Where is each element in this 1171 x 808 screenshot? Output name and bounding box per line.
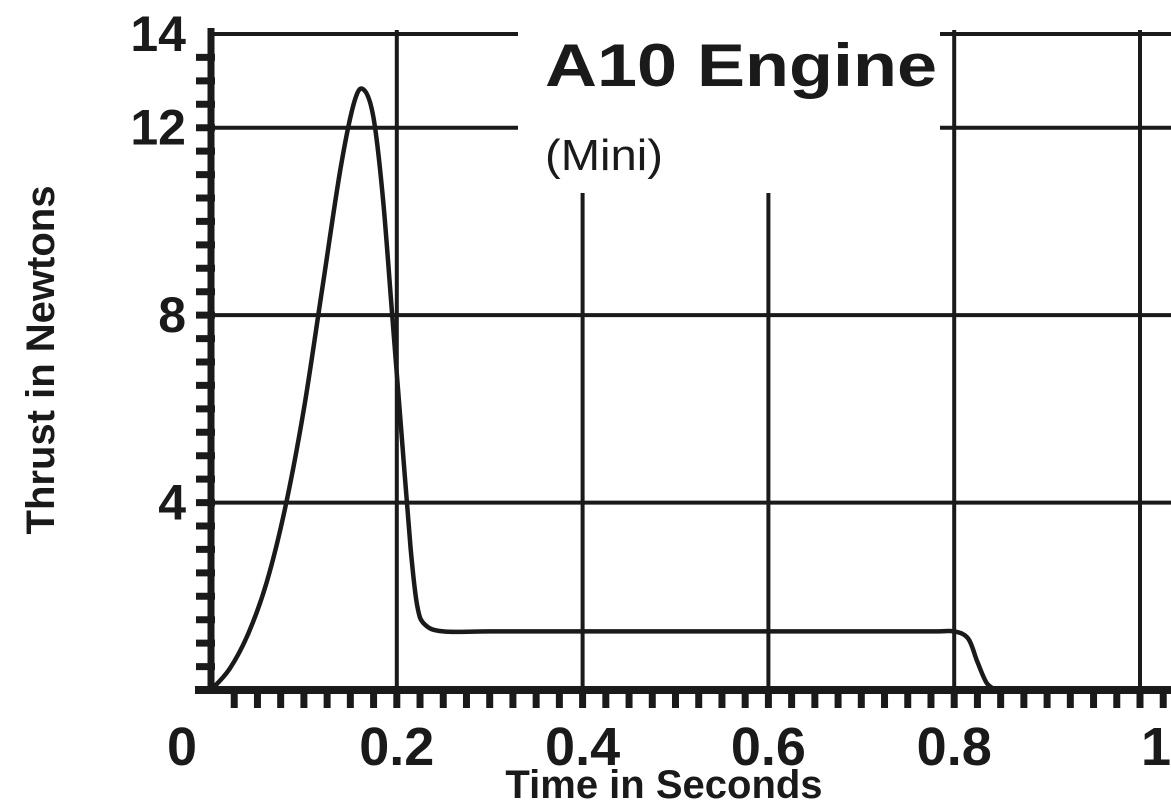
tick-labels: 4 8 12 14 0 0.2 0.4 0.6 0.8 1 bbox=[130, 6, 1171, 777]
y-tick-label: 4 bbox=[158, 475, 186, 531]
y-tick-label: 12 bbox=[130, 100, 186, 156]
thrust-curve bbox=[208, 86, 999, 693]
y-tick-label: 8 bbox=[158, 287, 186, 343]
series-layer bbox=[208, 86, 999, 693]
x-axis-title: Time in Seconds bbox=[505, 763, 822, 807]
x-tick-label: 0.4 bbox=[545, 717, 620, 777]
x-tick-label: 0 bbox=[167, 717, 197, 777]
y-axis-title: Thrust in Newtons bbox=[19, 186, 63, 535]
y-tick-label: 14 bbox=[130, 6, 186, 62]
axes bbox=[195, 28, 1171, 694]
x-tick-label: 0.8 bbox=[917, 717, 992, 777]
title-backdrop bbox=[518, 18, 940, 193]
x-tick-label: 1 bbox=[1141, 717, 1171, 777]
chart-title: A10 Engine bbox=[545, 32, 937, 99]
chart-subtitle: (Mini) bbox=[545, 131, 663, 180]
x-tick-label: 0.2 bbox=[359, 717, 434, 777]
x-tick-label: 0.6 bbox=[731, 717, 806, 777]
